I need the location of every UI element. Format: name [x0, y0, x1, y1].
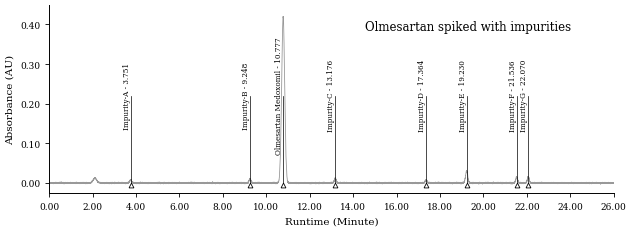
- Text: Impurity-G - 22.070: Impurity-G - 22.070: [520, 60, 528, 132]
- Text: Impurity-B - 9.248: Impurity-B - 9.248: [242, 62, 250, 129]
- Y-axis label: Absorbance (AU): Absorbance (AU): [6, 55, 15, 144]
- X-axis label: Runtime (Minute): Runtime (Minute): [284, 216, 378, 225]
- Text: Impurity-F - 21.536: Impurity-F - 21.536: [509, 60, 517, 131]
- Text: Olmesartan spiked with impurities: Olmesartan spiked with impurities: [365, 21, 571, 33]
- Text: Impurity-D - 17.364: Impurity-D - 17.364: [418, 60, 426, 131]
- Text: Olmesartan Medoxomil - 10.777: Olmesartan Medoxomil - 10.777: [275, 37, 283, 154]
- Text: Impurity-C - 13.176: Impurity-C - 13.176: [327, 60, 335, 131]
- Text: Impurity-E - 19.230: Impurity-E - 19.230: [459, 60, 466, 131]
- Text: Impurity-A - 3.751: Impurity-A - 3.751: [123, 62, 131, 129]
